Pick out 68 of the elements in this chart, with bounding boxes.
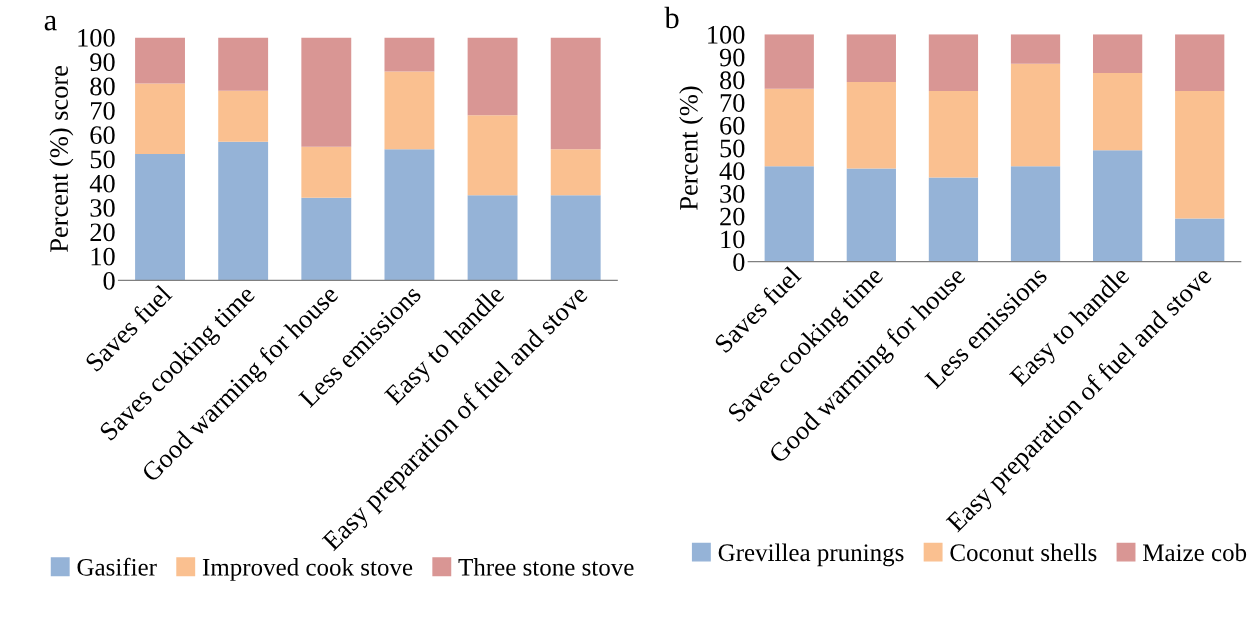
bar — [1175, 218, 1225, 262]
bar — [764, 166, 814, 262]
y-axis-title: Percent (%) score — [49, 66, 74, 252]
y-tick-label: 30 — [720, 185, 745, 203]
text: a — [44, 15, 57, 31]
bar — [467, 37, 518, 116]
bar — [135, 37, 185, 84]
bar — [928, 34, 979, 92]
legend-label: Gasifier — [77, 557, 157, 576]
y-tick-label: 0 — [733, 253, 745, 272]
bar — [218, 141, 269, 281]
y-tick-label: 60 — [720, 116, 745, 135]
bar — [1010, 166, 1061, 262]
bar — [1010, 34, 1061, 64]
bar — [218, 37, 269, 91]
bar — [135, 83, 185, 155]
bar — [467, 115, 518, 196]
bar — [1175, 34, 1225, 92]
y-tick-label: 40 — [89, 174, 115, 193]
bar — [1093, 34, 1143, 73]
y-tick-label: 100 — [78, 28, 115, 47]
bar — [1093, 72, 1143, 151]
y-tick-label: 50 — [90, 150, 115, 169]
y-tick-label: 10 — [721, 230, 745, 249]
bar — [135, 154, 185, 281]
bar — [764, 88, 814, 167]
y-tick-label: 70 — [720, 94, 745, 112]
bar — [928, 91, 979, 178]
y-tick-label: 20 — [720, 207, 745, 226]
y-tick-label: 90 — [90, 53, 115, 72]
bar — [301, 197, 352, 281]
y-tick-label: 20 — [90, 223, 115, 242]
legend-label: Maize cob — [1143, 543, 1247, 562]
bar — [384, 149, 435, 281]
y-tick-label: 0 — [103, 271, 115, 290]
bar — [846, 82, 896, 169]
bar — [846, 168, 896, 262]
y-tick-label: 30 — [90, 199, 115, 217]
y-tick-label: 50 — [720, 139, 745, 158]
bar — [301, 146, 352, 198]
y-tick-label: 90 — [719, 48, 745, 67]
y-tick-label: 70 — [91, 101, 115, 120]
y-tick-label: 10 — [91, 247, 115, 266]
bar — [384, 71, 435, 150]
legend-label: Three stone stove — [458, 558, 634, 576]
bar — [550, 37, 601, 150]
text: b — [664, 6, 679, 29]
bar — [467, 195, 518, 281]
bar — [1010, 63, 1061, 167]
bar — [846, 34, 896, 83]
bar — [384, 37, 435, 72]
y-axis-title: Percent (%) — [679, 86, 704, 210]
legend-label: Coconut shells — [950, 543, 1097, 562]
bar — [928, 177, 979, 262]
bar — [550, 149, 601, 196]
bar — [301, 37, 352, 147]
bar — [1175, 91, 1225, 219]
bar — [218, 90, 269, 142]
legend-label: Grevillea prunings — [718, 543, 904, 567]
y-tick-label: 60 — [90, 126, 115, 144]
legend-label: Improved cook stove — [202, 558, 413, 581]
bar — [764, 34, 814, 89]
bar — [1093, 150, 1143, 262]
y-tick-label: 40 — [719, 162, 745, 181]
y-tick-label: 80 — [90, 77, 115, 96]
y-tick-label: 80 — [720, 71, 745, 90]
y-tick-label: 100 — [708, 25, 745, 44]
bar — [550, 195, 601, 281]
